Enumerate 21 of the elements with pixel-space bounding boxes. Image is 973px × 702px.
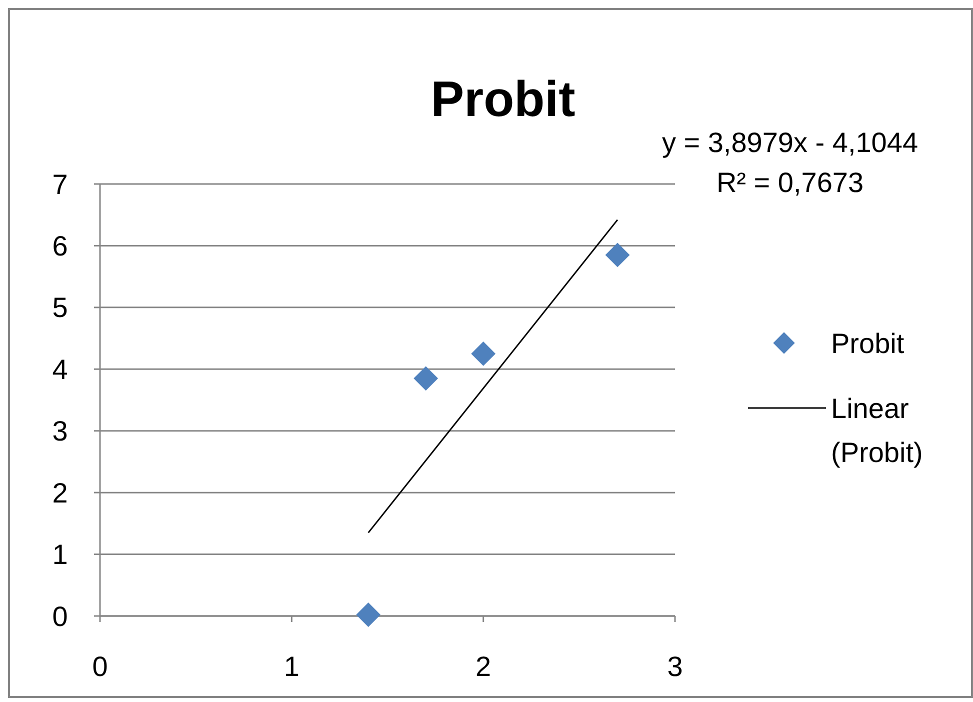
y-tick-label: 5 [52, 292, 68, 324]
x-tick-label: 0 [92, 651, 108, 682]
point [356, 602, 381, 627]
y-tick-label: 3 [52, 416, 68, 447]
text: y = 3,8979x - 4,1044 [662, 127, 918, 158]
x-tick-label: 1 [284, 651, 300, 682]
x-tick-label: 2 [476, 651, 492, 682]
point [414, 366, 438, 391]
legend-label: Linear (Probit) [831, 392, 923, 468]
legend-label: Probit [831, 328, 904, 359]
y-tick-label: 0 [52, 600, 68, 632]
y-tick-label: 1 [52, 539, 68, 570]
y-tick-label: 4 [52, 354, 68, 385]
point [605, 242, 630, 268]
y-tick-label: 2 [52, 477, 68, 508]
y-tick-label: 7 [52, 168, 68, 200]
chart-title: Probit [430, 71, 576, 127]
text: R² = 0,7673 [716, 167, 864, 198]
x-tick-label: 3 [667, 651, 683, 682]
y-tick-label: 6 [52, 230, 68, 262]
point [471, 342, 496, 366]
